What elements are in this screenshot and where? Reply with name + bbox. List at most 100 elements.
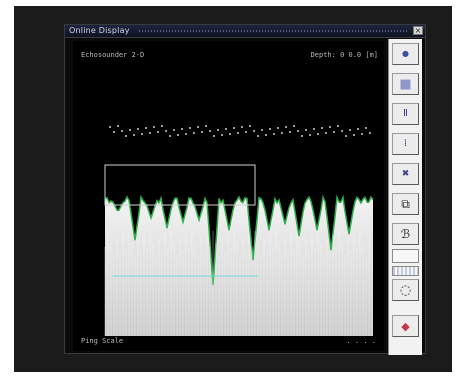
step-button[interactable]: ⁞ — [392, 133, 419, 155]
surface-noise-speck — [205, 125, 207, 127]
echogram-title: Echosounder 2-D — [81, 51, 145, 59]
pause-icon: Ⅱ — [403, 108, 408, 119]
side-toolbar: ● ■ Ⅱ ⁞ ✖ ⧉ ℬ ◌ ◆ — [388, 39, 422, 355]
surface-noise-speck — [209, 130, 211, 132]
surface-noise-speck — [361, 133, 363, 135]
stop-button[interactable]: ■ — [392, 73, 419, 95]
surface-noise-speck — [113, 131, 115, 133]
surface-noise-speck — [353, 134, 355, 136]
close-channel-icon: ✖ — [401, 168, 410, 179]
eraser-icon: ◆ — [401, 319, 410, 333]
eraser-button[interactable]: ◆ — [392, 315, 419, 337]
zoom-frame-button[interactable]: ⧉ — [392, 193, 419, 215]
pause-button[interactable]: Ⅱ — [392, 103, 419, 125]
record-icon: ● — [402, 49, 409, 58]
surface-noise-speck — [193, 132, 195, 134]
surface-noise-speck — [325, 132, 327, 134]
surface-noise-speck — [117, 125, 119, 127]
surface-noise-speck — [281, 132, 283, 134]
surface-noise-speck — [109, 126, 111, 128]
seabed-echo-area — [105, 198, 373, 336]
depth-readout: Depth: 0 0.0 [m] — [310, 51, 378, 59]
echogram-canvas — [104, 125, 374, 336]
color-palette-icon: ◌ — [399, 282, 412, 298]
zoom-selection-frame — [104, 164, 256, 206]
surface-noise-speck — [277, 127, 279, 129]
surface-noise-speck — [169, 135, 171, 137]
surface-noise-speck — [145, 127, 147, 129]
surface-noise-speck — [173, 129, 175, 131]
surface-noise-speck — [289, 131, 291, 133]
surface-noise-speck — [189, 127, 191, 129]
surface-noise-speck — [157, 131, 159, 133]
color-palette-button[interactable]: ◌ — [392, 279, 419, 301]
surface-noise-speck — [197, 126, 199, 128]
surface-noise-speck — [321, 127, 323, 129]
surface-noise-speck — [329, 126, 331, 128]
surface-noise-speck — [337, 125, 339, 127]
surface-noise-speck — [265, 134, 267, 136]
online-display-window: Online Display × Echosounder 2-D Depth: … — [64, 24, 426, 355]
surface-noise-speck — [165, 130, 167, 132]
surface-noise-speck — [213, 135, 215, 137]
surface-noise-speck — [301, 135, 303, 137]
echogram-plot[interactable]: Echosounder 2-D Depth: 0 0.0 [m] Ping Sc… — [73, 41, 384, 351]
surface-noise-speck — [237, 132, 239, 134]
surface-noise-speck — [269, 128, 271, 130]
color-scale-strip — [392, 266, 419, 276]
surface-noise-speck — [181, 128, 183, 130]
surface-noise-speck — [137, 128, 139, 130]
surface-noise-speck — [129, 129, 131, 131]
bottom-detection-trace — [104, 194, 374, 286]
surface-noise-speck — [365, 127, 367, 129]
surface-noise-speck — [153, 126, 155, 128]
ping-scale-label: Ping Scale — [81, 337, 124, 345]
surface-noise-speck — [297, 130, 299, 132]
surface-noise-speck — [341, 130, 343, 132]
surface-noise-speck — [241, 126, 243, 128]
surface-noise-speck — [245, 131, 247, 133]
close-channel-button[interactable]: ✖ — [392, 163, 419, 185]
surface-noise-speck — [357, 128, 359, 130]
surface-noise-speck — [305, 129, 307, 131]
settings-icon: ℬ — [400, 227, 411, 241]
surface-noise-speck — [285, 126, 287, 128]
surface-noise-speck — [345, 135, 347, 137]
surface-noise-speck — [333, 131, 335, 133]
surface-noise-speck — [221, 134, 223, 136]
surface-noise-speck — [249, 125, 251, 127]
surface-noise-speck — [369, 132, 371, 134]
surface-noise-speck — [257, 135, 259, 137]
surface-noise-speck — [317, 133, 319, 135]
title-bar-pattern — [139, 30, 409, 32]
surface-noise-speck — [349, 129, 351, 131]
surface-noise-speck — [149, 132, 151, 134]
zoom-frame-icon: ⧉ — [401, 197, 410, 211]
title-bar[interactable]: Online Display × — [65, 25, 425, 38]
surface-noise-speck — [261, 129, 263, 131]
surface-noise-speck — [201, 131, 203, 133]
surface-noise-speck — [309, 134, 311, 136]
surface-noise-speck — [217, 129, 219, 131]
surface-noise-speck — [293, 125, 295, 127]
step-icon: ⁞ — [403, 138, 408, 149]
surface-noise-speck — [233, 127, 235, 129]
settings-button[interactable]: ℬ — [392, 223, 419, 245]
level-indicator-panel — [392, 249, 419, 263]
record-button[interactable]: ● — [392, 43, 419, 65]
close-window-button[interactable]: × — [413, 26, 423, 35]
stop-icon: ■ — [399, 76, 412, 92]
surface-noise-speck — [229, 133, 231, 135]
ping-scale-readout: . . . . — [346, 337, 376, 345]
surface-noise-speck — [161, 125, 163, 127]
surface-noise-speck — [141, 133, 143, 135]
surface-noise-speck — [313, 128, 315, 130]
surface-noise-speck — [121, 130, 123, 132]
surface-noise-speck — [273, 133, 275, 135]
surface-noise-speck — [133, 134, 135, 136]
surface-noise-speck — [253, 130, 255, 132]
window-title: Online Display — [69, 26, 130, 35]
surface-noise-speck — [125, 135, 127, 137]
surface-noise-speck — [225, 128, 227, 130]
surface-noise-speck — [185, 133, 187, 135]
